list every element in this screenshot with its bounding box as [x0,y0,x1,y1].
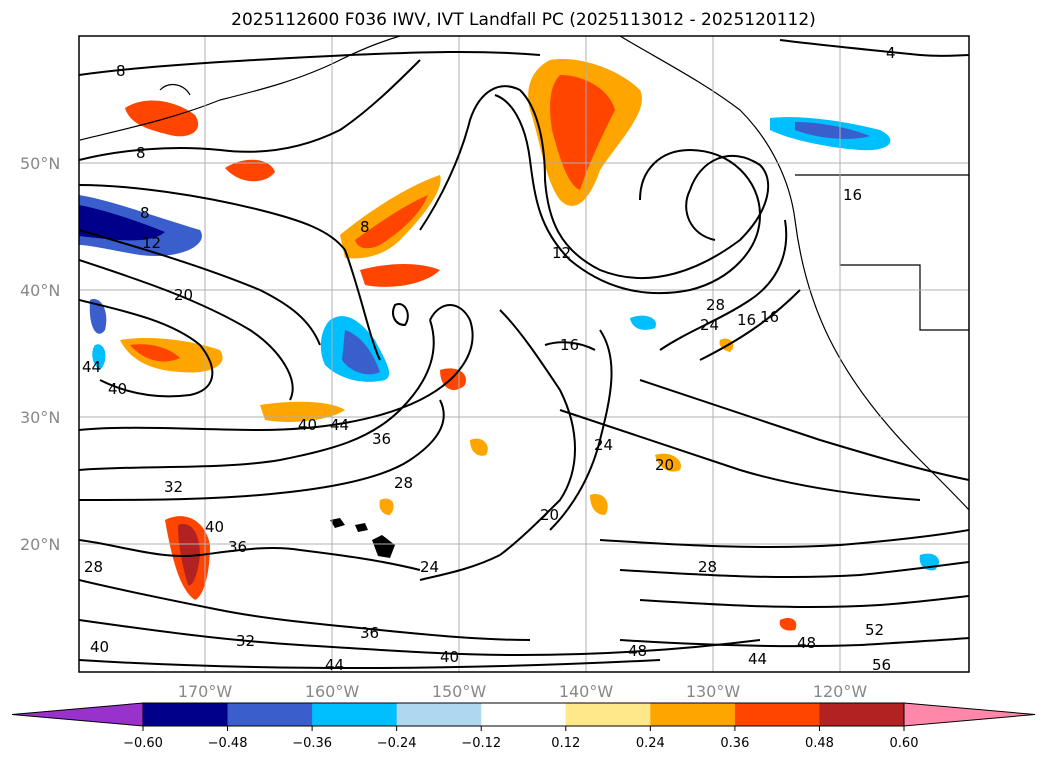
lon-label: 130°W [686,682,741,701]
pc-shading [79,59,940,631]
colorbar-tick-label: 0.36 [720,736,749,751]
lon-label: 120°W [813,682,868,701]
lon-label: 170°W [178,682,233,701]
svg-text:40: 40 [440,648,459,666]
svg-text:40: 40 [108,380,127,398]
svg-text:24: 24 [420,558,439,576]
lon-label: 150°W [432,682,487,701]
colorbar-segment [650,703,736,726]
lat-label: 30°N [20,408,60,427]
colorbar-tick-label: 0.12 [551,736,580,751]
svg-text:36: 36 [360,624,379,642]
colorbar-frame [142,702,905,727]
svg-text:32: 32 [236,632,255,650]
svg-text:48: 48 [628,642,647,660]
lat-label: 20°N [20,535,60,554]
colorbar-tick-label: −0.60 [123,736,163,751]
lat-label: 40°N [20,281,60,300]
islands [330,518,395,558]
iwv-contours [79,39,969,670]
svg-text:32: 32 [164,478,183,496]
svg-text:12: 12 [142,234,161,252]
svg-text:12: 12 [552,244,571,262]
colorbar-tick-label: −0.24 [377,736,417,751]
svg-text:48: 48 [797,634,816,652]
svg-text:8: 8 [116,62,126,80]
lon-label: 140°W [559,682,614,701]
svg-text:28: 28 [394,474,413,492]
map-frame [78,35,970,673]
colorbar-segment [734,703,820,726]
svg-text:24: 24 [594,436,613,454]
svg-text:8: 8 [360,218,370,236]
svg-text:16: 16 [760,308,779,326]
colorbar: −0.60 −0.48 −0.36 −0.24 −0.12 0.12 0.24 0.36 0.4… [11,702,1036,751]
svg-text:8: 8 [136,144,146,162]
lat-label: 50°N [20,154,60,173]
svg-text:4: 4 [886,44,896,62]
colorbar-segment [481,703,567,726]
svg-text:44: 44 [325,656,344,674]
svg-text:56: 56 [872,656,891,674]
longitude-labels: 170°W 160°W 150°W 140°W 130°W 120°W [178,682,868,701]
colorbar-segment [396,703,482,726]
svg-text:20: 20 [655,456,674,474]
svg-text:8: 8 [140,204,150,222]
svg-text:40: 40 [205,518,224,536]
colorbar-tick-label: 0.48 [805,736,834,751]
svg-text:36: 36 [228,538,247,556]
colorbar-segment [312,703,398,726]
svg-text:44: 44 [330,416,349,434]
svg-text:28: 28 [84,558,103,576]
svg-text:16: 16 [843,186,862,204]
latitude-labels: 50°N 40°N 30°N 20°N [20,154,60,554]
map-title: 2025112600 F036 IWV, IVT Landfall PC (20… [231,10,816,30]
svg-text:36: 36 [372,430,391,448]
colorbar-segment [565,703,651,726]
colorbar-tick-label: −0.12 [461,736,501,751]
svg-text:16: 16 [560,336,579,354]
colorbar-tick-label: −0.36 [292,736,332,751]
svg-text:44: 44 [748,650,767,668]
svg-text:16: 16 [737,311,756,329]
svg-text:44: 44 [82,358,101,376]
colorbar-extend-high [903,702,1036,727]
svg-text:52: 52 [865,621,884,639]
colorbar-segment [819,703,905,726]
colorbar-segment [143,703,229,726]
colorbar-segment [227,703,313,726]
colorbar-tick-label: 0.24 [636,736,665,751]
svg-text:28: 28 [698,558,717,576]
colorbar-extend-low [11,702,144,727]
svg-text:24: 24 [700,316,719,334]
contour-labels: 4 8 8 8 8 12 12 16 16 16 20 20 20 24 24 … [82,44,896,674]
svg-text:20: 20 [174,286,193,304]
svg-text:40: 40 [298,416,317,434]
colorbar-tick-label: −0.48 [208,736,248,751]
svg-text:40: 40 [90,638,109,656]
svg-text:28: 28 [706,296,725,314]
colorbar-tick-label: 0.60 [890,736,919,751]
svg-text:20: 20 [540,506,559,524]
lon-label: 160°W [305,682,360,701]
graticule [79,36,969,672]
